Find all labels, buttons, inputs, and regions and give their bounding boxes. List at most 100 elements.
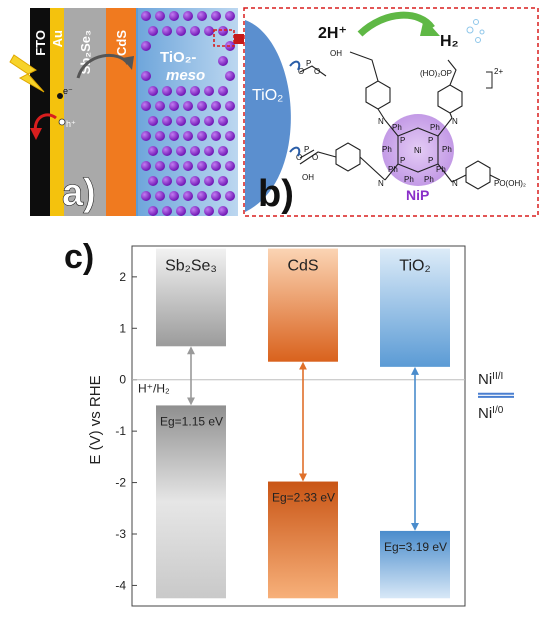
valence-band-1: [268, 481, 338, 599]
tio2-surface: [245, 20, 291, 212]
phenyl-label-3: Ph: [382, 145, 392, 154]
anchor-label-1: O: [298, 67, 304, 76]
phosphonate-label-2: (HO)₂OP: [420, 69, 452, 78]
meso-particle: [197, 191, 207, 201]
meso-particle: [183, 191, 193, 201]
nitrogen-label-2: N: [452, 117, 458, 126]
layer-1: [50, 8, 64, 216]
lightning-icon: [9, 54, 45, 93]
hole-dot-icon: [58, 118, 66, 126]
meso-particle: [141, 161, 151, 171]
phenyl-label-6: Ph: [436, 165, 446, 174]
panel-c: c) E (V) vs RHE 2 1 0 -1 -2 -3 -4 Sb₂Se₃ Eg=1.1…: [64, 238, 514, 607]
nitrogen-label-1: N: [378, 117, 384, 126]
meso-particle: [162, 86, 172, 96]
reference-label: H⁺/H₂: [138, 382, 170, 396]
meso-particle: [204, 206, 214, 216]
meso-particle: [211, 131, 221, 141]
meso-particle: [211, 161, 221, 171]
meso-particle: [204, 26, 214, 36]
phenyl-label-4: Ph: [442, 145, 452, 154]
y-tick-label: 2: [119, 270, 126, 284]
meso-particle: [218, 146, 228, 156]
material-label-2: TiO₂: [399, 258, 430, 275]
meso-particle: [169, 11, 179, 21]
phosphorus-label-2: P: [428, 136, 433, 145]
meso-particle: [141, 101, 151, 111]
layer-label-0: FTO: [33, 30, 48, 56]
meso-particle: [155, 161, 165, 171]
meso-particle: [155, 11, 165, 21]
ni-upper-label: NiII/I: [478, 371, 503, 388]
meso-particle: [162, 116, 172, 126]
phenyl-label-7: Ph: [404, 175, 414, 184]
meso-particle: [218, 86, 228, 96]
layer-label-3: CdS: [114, 30, 129, 56]
layer-3: [106, 8, 136, 216]
meso-particle: [183, 101, 193, 111]
y-tick-label: -1: [115, 424, 126, 438]
meso-particle: [218, 56, 228, 66]
meso-particle: [148, 176, 158, 186]
anchor-label-6: O: [312, 153, 318, 162]
reaction-reactant: 2H⁺: [318, 25, 347, 42]
meso-particle: [225, 131, 235, 141]
meso-particle: [190, 86, 200, 96]
meso-particle: [141, 11, 151, 21]
phosphonate-label-3: PO(OH)₂: [494, 179, 526, 188]
ni-upper-label-sup: II/I: [492, 371, 503, 382]
meso-particle: [218, 26, 228, 36]
phosphonate-label-4: OH: [302, 173, 314, 182]
layer-label-2: Sb₂Se₃: [78, 30, 93, 74]
meso-particle: [155, 131, 165, 141]
conduction-band-0: [156, 248, 226, 347]
meso-particle: [162, 206, 172, 216]
meso-particle: [162, 176, 172, 186]
meso-particle: [169, 131, 179, 141]
conduction-band-2: [380, 248, 450, 367]
meso-particle: [197, 161, 207, 171]
electron-dot-icon: [57, 93, 63, 99]
meso-particle: [204, 146, 214, 156]
meso-particle: [141, 191, 151, 201]
panel-b-frame: [243, 7, 539, 217]
meso-particle: [183, 11, 193, 21]
meso-particles: [141, 11, 235, 216]
layer-2: [64, 8, 106, 216]
meso-particle: [169, 191, 179, 201]
bandgap-label-2: Eg=3.19 eV: [384, 540, 447, 554]
anchor-bond-icon-2: [289, 146, 301, 157]
meso-particle: [211, 191, 221, 201]
meso-particle: [190, 176, 200, 186]
meso-particle: [225, 101, 235, 111]
ni-upper-label-text: Ni: [478, 371, 492, 388]
meso-particle: [155, 101, 165, 111]
layer-label-1: Au: [50, 30, 65, 47]
material-label-0: Sb₂Se₃: [165, 258, 217, 275]
phosphorus-label-4: P: [428, 156, 433, 165]
meso-particle: [162, 146, 172, 156]
y-axis-label: E (V) vs RHE: [87, 375, 104, 464]
chart-bars: Sb₂Se₃ Eg=1.15 eV CdS Eg=2.33 eV TiO₂ Eg=3.19…: [156, 248, 450, 599]
valence-band-0: [156, 405, 226, 599]
meso-particle: [225, 71, 235, 81]
meso-particle: [218, 116, 228, 126]
meso-particle: [225, 191, 235, 201]
meso-particle: [141, 71, 151, 81]
meso-particle: [183, 131, 193, 141]
meso-particle: [176, 206, 186, 216]
meso-particle: [169, 101, 179, 111]
anchor-label-3: O: [314, 67, 320, 76]
meso-particle: [176, 26, 186, 36]
layer-0: [30, 8, 50, 216]
phosphorus-label-3: P: [400, 156, 405, 165]
meso-particle: [211, 11, 221, 21]
meso-label-line1: TiO₂-: [160, 49, 196, 66]
meso-particle: [176, 176, 186, 186]
ni-lower-label-text: Ni: [478, 405, 492, 422]
meso-particle: [218, 206, 228, 216]
meso-particle: [218, 176, 228, 186]
phosphonate-label-1: OH: [330, 49, 342, 58]
meso-particle: [148, 146, 158, 156]
